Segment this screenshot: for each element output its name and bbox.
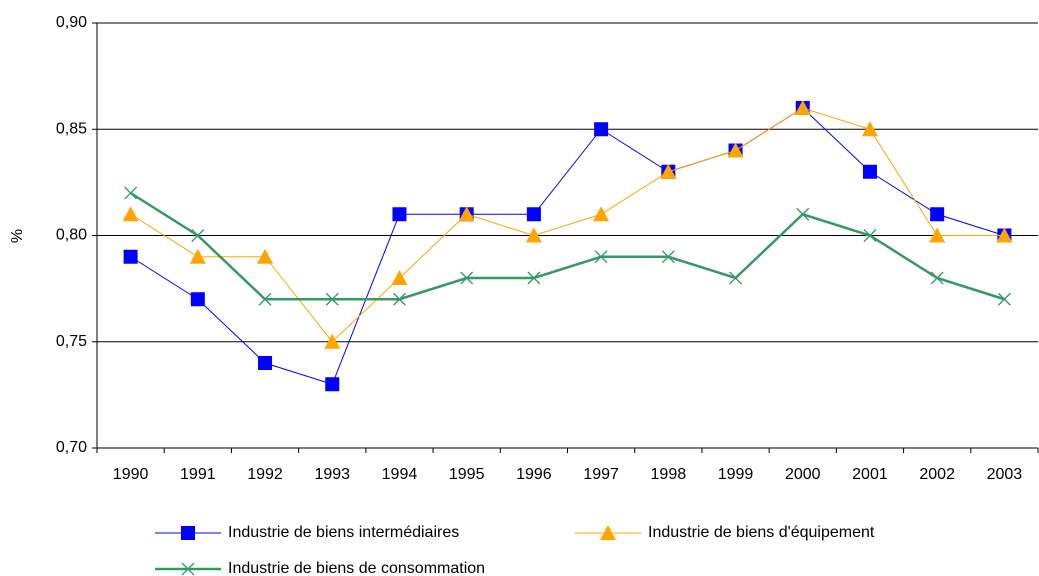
legend-label: Industrie de biens de consommation	[228, 560, 485, 576]
marker	[391, 270, 408, 285]
marker	[525, 227, 542, 243]
marker	[594, 250, 608, 264]
x-tick-label: 1992	[247, 466, 283, 483]
series-line	[129, 191, 1005, 301]
y-tick-label: 0,70	[56, 439, 87, 456]
x-tick-label: 1993	[314, 466, 350, 483]
marker	[181, 562, 195, 576]
marker	[324, 333, 341, 349]
x-tick-label: 1994	[382, 466, 418, 483]
marker	[190, 292, 205, 307]
marker	[458, 206, 475, 222]
x-tick-label: 1998	[651, 466, 687, 483]
marker	[325, 292, 339, 306]
y-tick-label: 0,80	[56, 227, 87, 244]
marker	[594, 122, 609, 137]
x-tick-label: 1991	[180, 466, 216, 483]
marker	[996, 227, 1013, 243]
x-tick-label: 1999	[718, 466, 754, 483]
marker	[258, 292, 272, 306]
marker	[527, 271, 541, 285]
marker	[392, 207, 407, 222]
marker	[189, 248, 206, 264]
marker	[863, 229, 877, 242]
marker	[600, 525, 616, 540]
marker	[862, 164, 877, 179]
x-tick-label: 1997	[583, 466, 619, 483]
series-line	[130, 107, 1005, 385]
marker	[191, 229, 205, 242]
marker	[796, 207, 810, 221]
series-line	[130, 107, 1005, 343]
y-tick-label: 0,85	[56, 120, 87, 137]
marker	[122, 206, 139, 222]
marker	[123, 249, 138, 264]
marker	[930, 271, 944, 285]
legend-label: Industrie de biens d'équipement	[648, 524, 875, 541]
marker	[460, 271, 474, 285]
x-tick-label: 2000	[785, 466, 821, 483]
marker	[258, 356, 273, 370]
marker	[727, 142, 744, 158]
marker	[325, 377, 340, 392]
legend-label: Industrie de biens intermédiaires	[228, 524, 459, 541]
marker	[997, 292, 1011, 306]
marker	[593, 206, 610, 222]
y-tick-label: 0,75	[56, 333, 87, 350]
marker	[181, 526, 195, 540]
x-tick-label: 1995	[449, 466, 485, 483]
marker	[661, 250, 675, 264]
marker	[660, 163, 677, 179]
x-tick-label: 1990	[113, 466, 149, 483]
marker	[729, 271, 742, 285]
marker	[526, 207, 541, 222]
x-tick-label: 2003	[987, 466, 1023, 483]
marker	[124, 186, 138, 200]
x-tick-label: 2001	[852, 466, 888, 483]
x-tick-label: 1996	[516, 466, 552, 483]
marker	[861, 121, 878, 137]
marker	[393, 292, 406, 306]
marker	[929, 227, 946, 243]
x-tick-label: 2002	[919, 466, 955, 483]
y-axis-label: %	[9, 229, 26, 243]
marker	[930, 207, 945, 222]
marker	[257, 248, 274, 264]
marker	[794, 100, 811, 115]
y-tick-label: 0,90	[56, 14, 87, 31]
